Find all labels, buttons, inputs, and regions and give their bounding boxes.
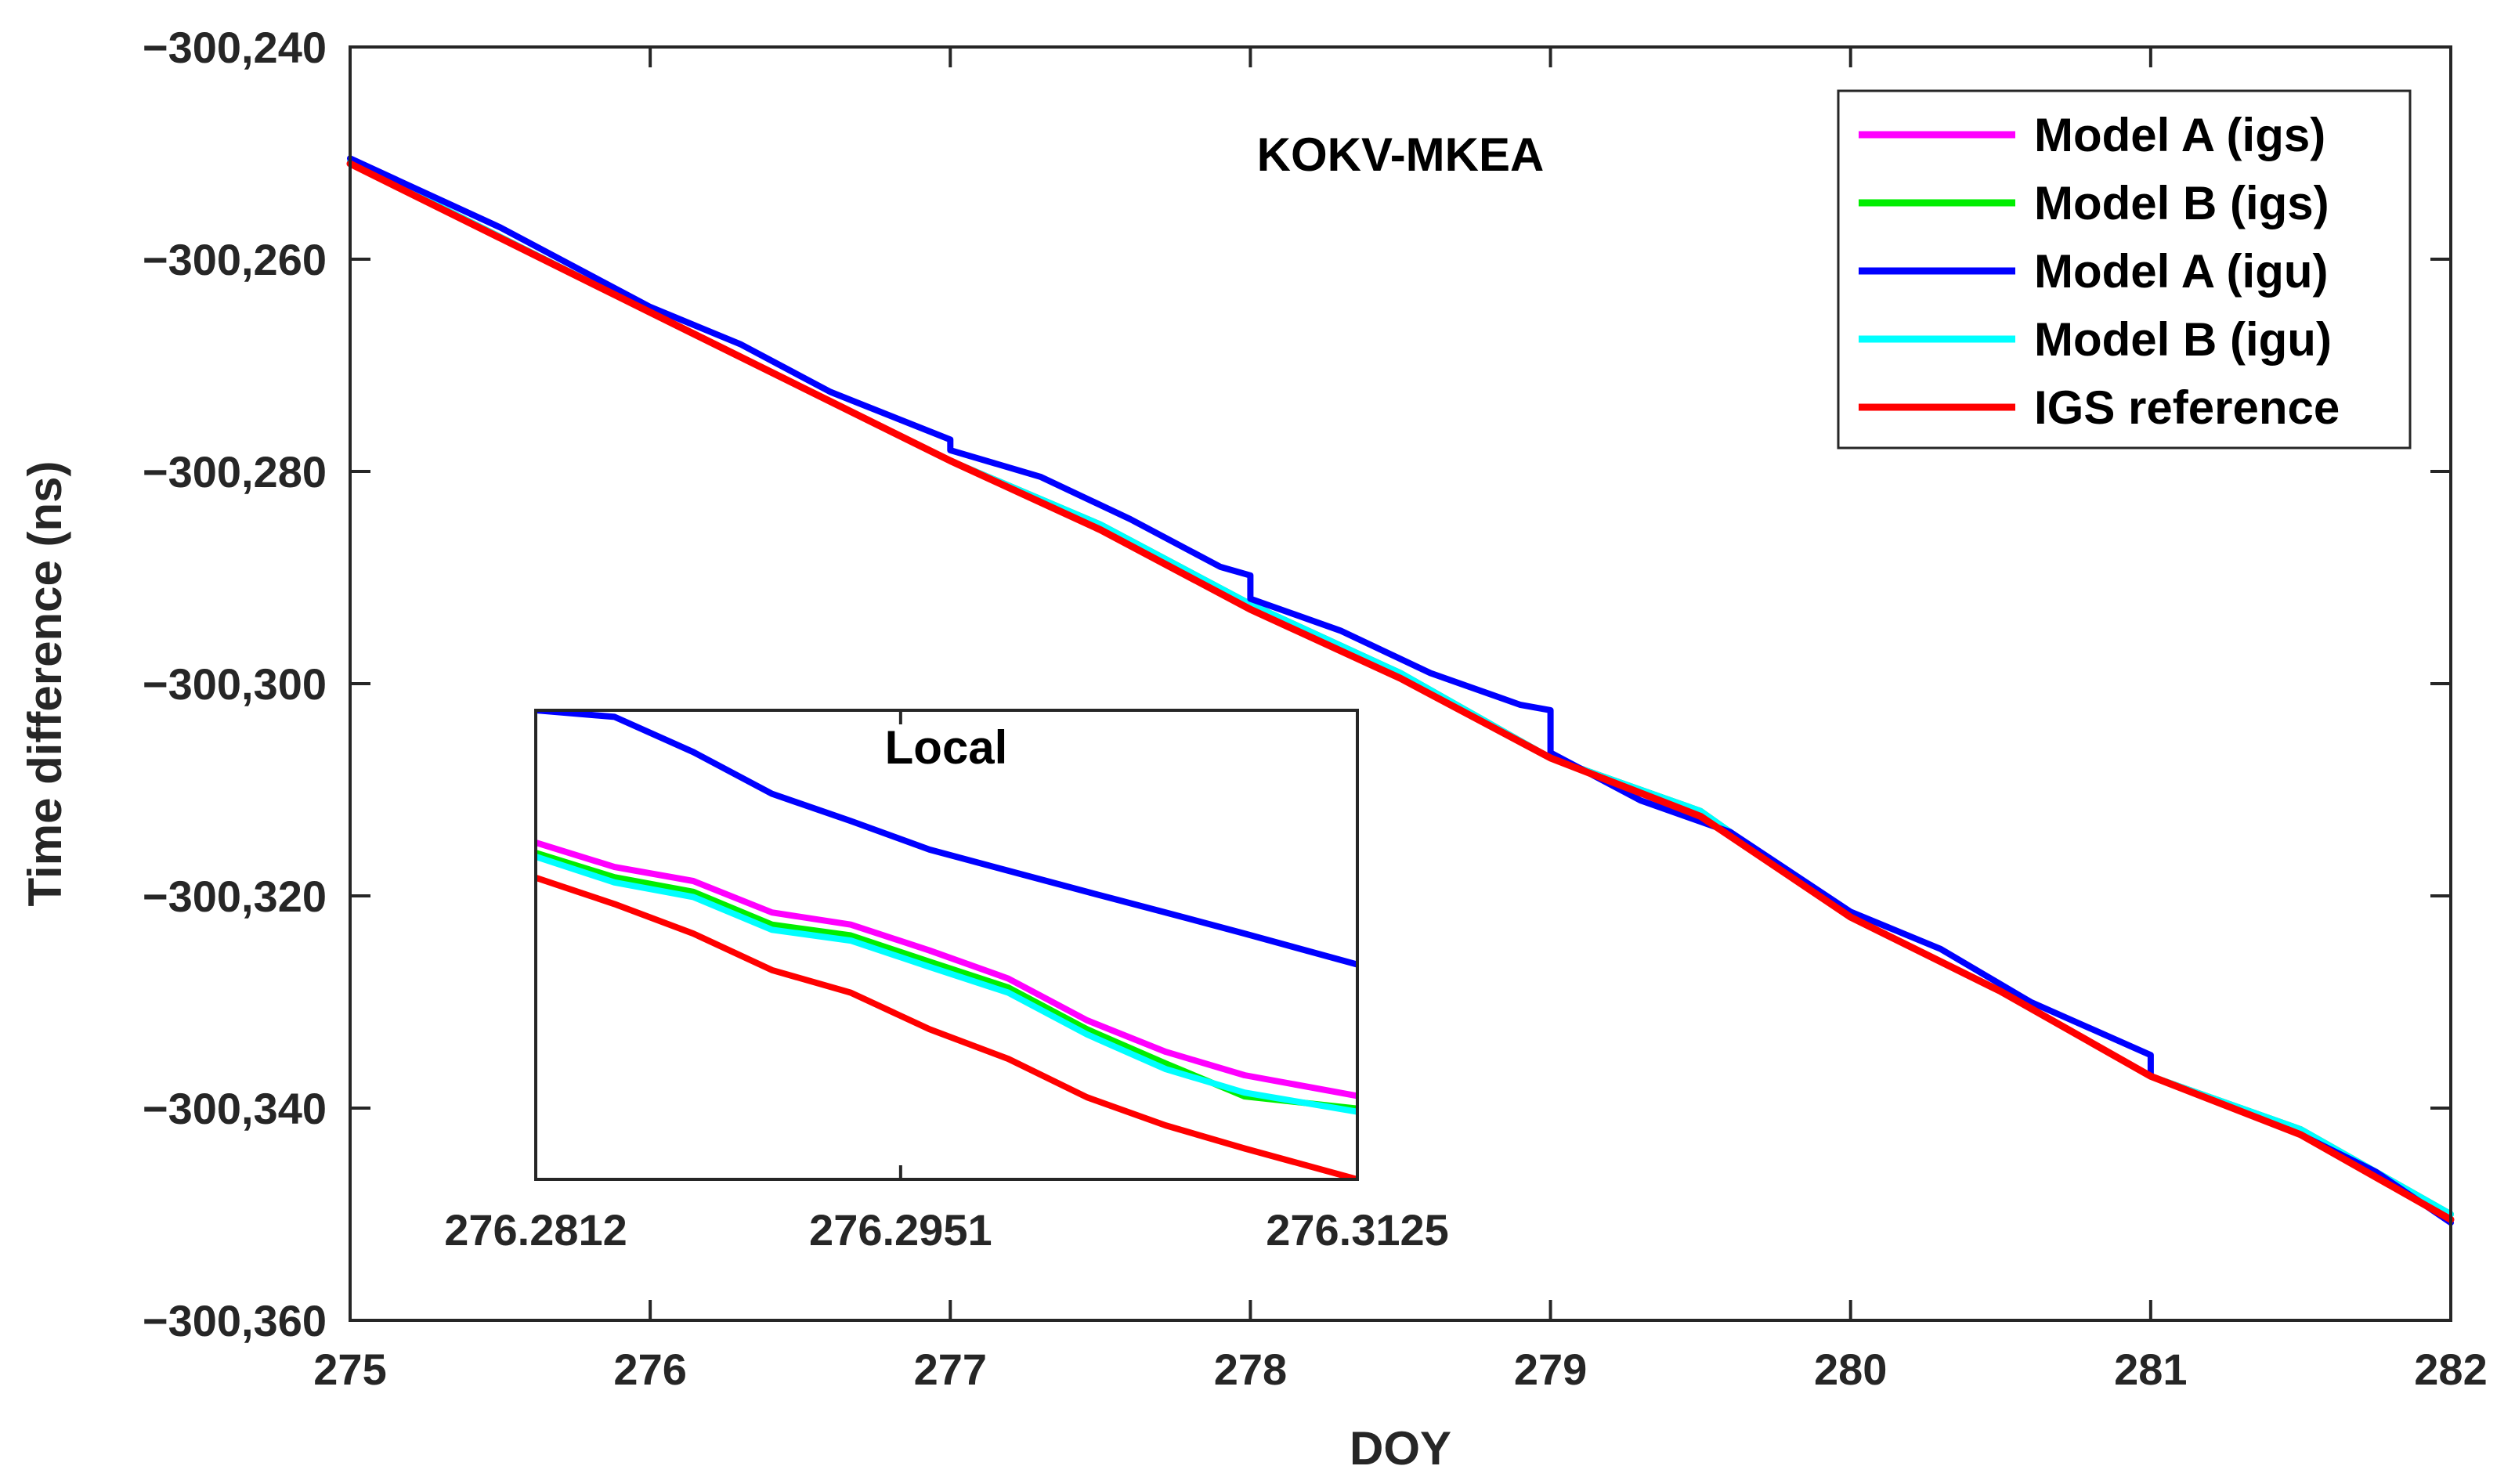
inset-background (536, 710, 1357, 1179)
inset-ticks-group: 276.2812 276.2951 276.3125 (444, 710, 1449, 1255)
inset-x-tick-label: 276.2951 (809, 1205, 992, 1255)
main-ticks-group: 275 276 277 278 279 280 281 282 −300,240 −300,260… (143, 23, 2488, 1394)
y-tick-label: −300,340 (143, 1084, 327, 1133)
y-tick-label: −300,260 (143, 235, 327, 284)
inset-x-tick-label: 276.3125 (1266, 1205, 1449, 1255)
legend-label: Model A (igs) (2034, 109, 2325, 161)
x-tick-label: 278 (1214, 1345, 1287, 1394)
main-series-line-4 (346, 160, 2455, 1223)
inset-title: Local (885, 721, 1008, 774)
y-tick-label: −300,280 (143, 447, 327, 496)
x-tick-label: 275 (313, 1345, 386, 1394)
inset-x-tick-label: 276.2812 (444, 1205, 627, 1255)
inset-frame (534, 709, 1359, 1181)
legend-label: IGS reference (2034, 381, 2340, 434)
inset-series-line-3 (536, 853, 1357, 1115)
y-tick-label: −300,300 (143, 659, 327, 709)
legend-label: Model A (igu) (2034, 245, 2328, 298)
y-tick-label: −300,240 (143, 23, 327, 72)
x-axis-title: DOY (1350, 1422, 1451, 1475)
legend-label: Model B (igs) (2034, 177, 2329, 229)
main-series-group (346, 155, 2455, 1226)
x-tick-label: 277 (914, 1345, 987, 1394)
legend-label: Model B (igu) (2034, 313, 2332, 366)
inset-series-line-4 (536, 874, 1357, 1179)
x-tick-label: 279 (1514, 1345, 1587, 1394)
x-tick-label: 282 (2414, 1345, 2487, 1394)
x-tick-label: 281 (2114, 1345, 2187, 1394)
y-tick-label: −300,360 (143, 1296, 327, 1345)
x-tick-label: 280 (1814, 1345, 1887, 1394)
inset-series-line-0 (536, 839, 1357, 1099)
inset-series-line-2 (536, 710, 1357, 968)
plot-title: KOKV-MKEA (1257, 128, 1545, 181)
y-tick-label: −300,320 (143, 872, 327, 921)
y-axis-title: Time difference (ns) (19, 460, 71, 906)
inset-series-group (536, 710, 1357, 1179)
legend: Model A (igs) Model B (igs) Model A (igu) M… (1837, 89, 2412, 450)
x-tick-label: 276 (613, 1345, 686, 1394)
main-series-line-2 (347, 155, 2454, 1226)
